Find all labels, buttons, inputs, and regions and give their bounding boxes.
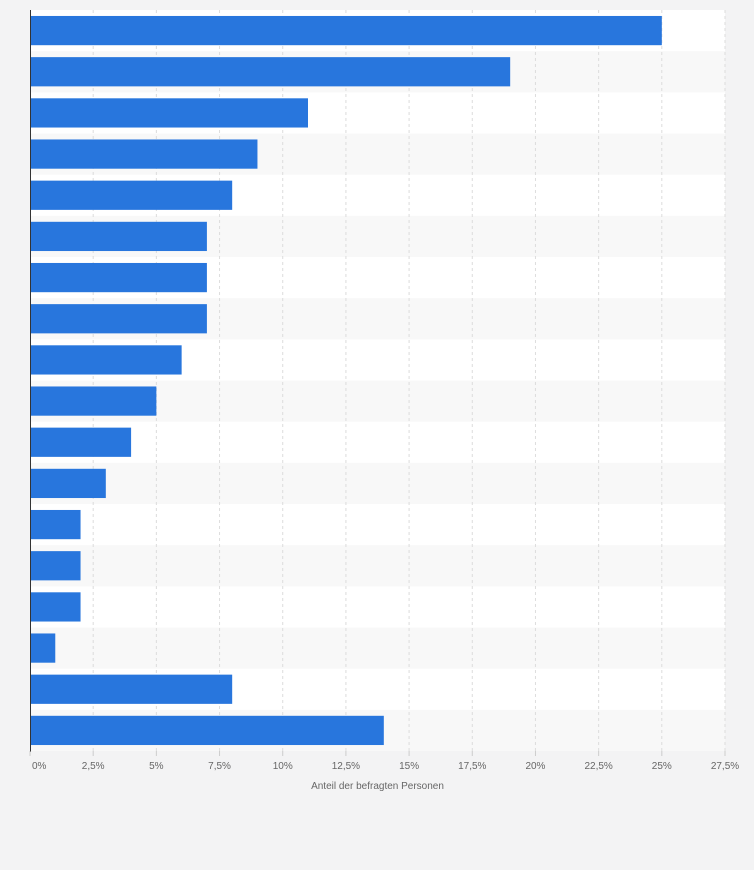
- bar: [30, 180, 233, 210]
- bar: [30, 674, 233, 704]
- bar: [30, 592, 81, 622]
- x-tick-label: 12,5%: [332, 761, 360, 772]
- bar: [30, 551, 81, 581]
- bar: [30, 262, 207, 293]
- bar: [30, 15, 662, 46]
- x-tick-label: 0%: [32, 761, 47, 772]
- x-tick-label: 27,5%: [711, 761, 739, 772]
- row-band: [30, 627, 725, 669]
- bar: [30, 221, 207, 252]
- bar: [30, 139, 258, 169]
- x-tick-label: 5%: [149, 761, 164, 772]
- bar: [30, 715, 384, 746]
- bars: [30, 15, 662, 746]
- bar: [30, 304, 207, 334]
- bar: [30, 633, 56, 663]
- x-tick-label: 17,5%: [458, 761, 486, 772]
- row-band: [30, 462, 725, 504]
- x-tick-label: 2,5%: [82, 761, 105, 772]
- x-tick-label: 20%: [525, 761, 545, 772]
- bar: [30, 57, 511, 87]
- x-tick-label: 10%: [273, 761, 293, 772]
- bar: [30, 386, 157, 416]
- bar: [30, 427, 132, 457]
- x-tick-label: 22,5%: [584, 761, 612, 772]
- row-band: [30, 545, 725, 587]
- bar: [30, 468, 106, 499]
- bar: [30, 509, 81, 540]
- bar: [30, 98, 308, 128]
- bar: [30, 345, 182, 375]
- x-axis-title: Anteil der befragten Personen: [311, 781, 444, 792]
- x-tick-label: 15%: [399, 761, 419, 772]
- x-tick-label: 7,5%: [208, 761, 231, 772]
- x-tick-label: 25%: [652, 761, 672, 772]
- x-axis-ticks: 0% 2,5% 5% 7,5% 10% 12,5% 15% 17,5% 20% 22,5% 25% 2…: [29, 751, 739, 772]
